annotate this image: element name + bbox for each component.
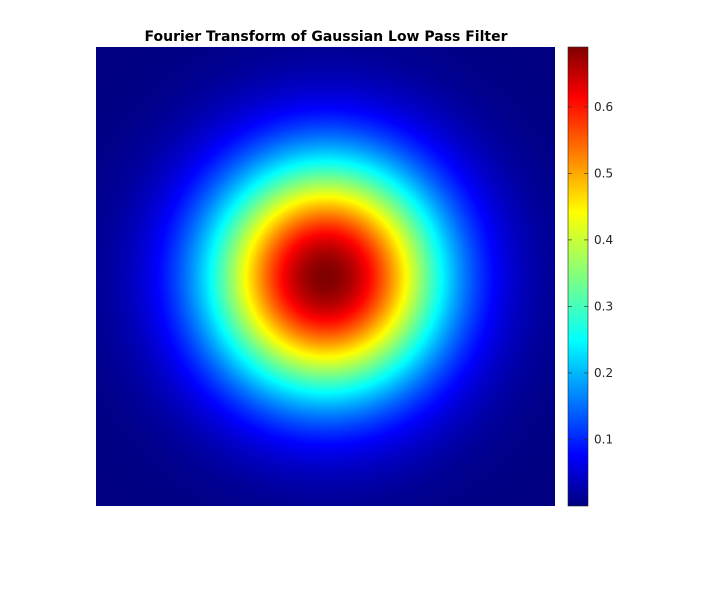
colorbar-tick-label: 0.5 (594, 166, 613, 180)
colorbar-tick-label: 0.1 (594, 432, 613, 446)
colorbar-tick-label: 0.6 (594, 100, 613, 114)
heatmap-image (96, 47, 555, 506)
colorbar-tick-label: 0.2 (594, 366, 613, 380)
heatmap-plot (96, 47, 555, 506)
colorbar-tick-label: 0.3 (594, 299, 613, 313)
colorbar-tick-label: 0.4 (594, 233, 613, 247)
chart-title: Fourier Transform of Gaussian Low Pass F… (144, 29, 507, 45)
colorbar-ticks: 0.1 0.2 0.3 0.4 0.5 0.6 (568, 100, 613, 446)
colorbar-gradient (568, 47, 588, 506)
colorbar-outline (567, 46, 589, 507)
